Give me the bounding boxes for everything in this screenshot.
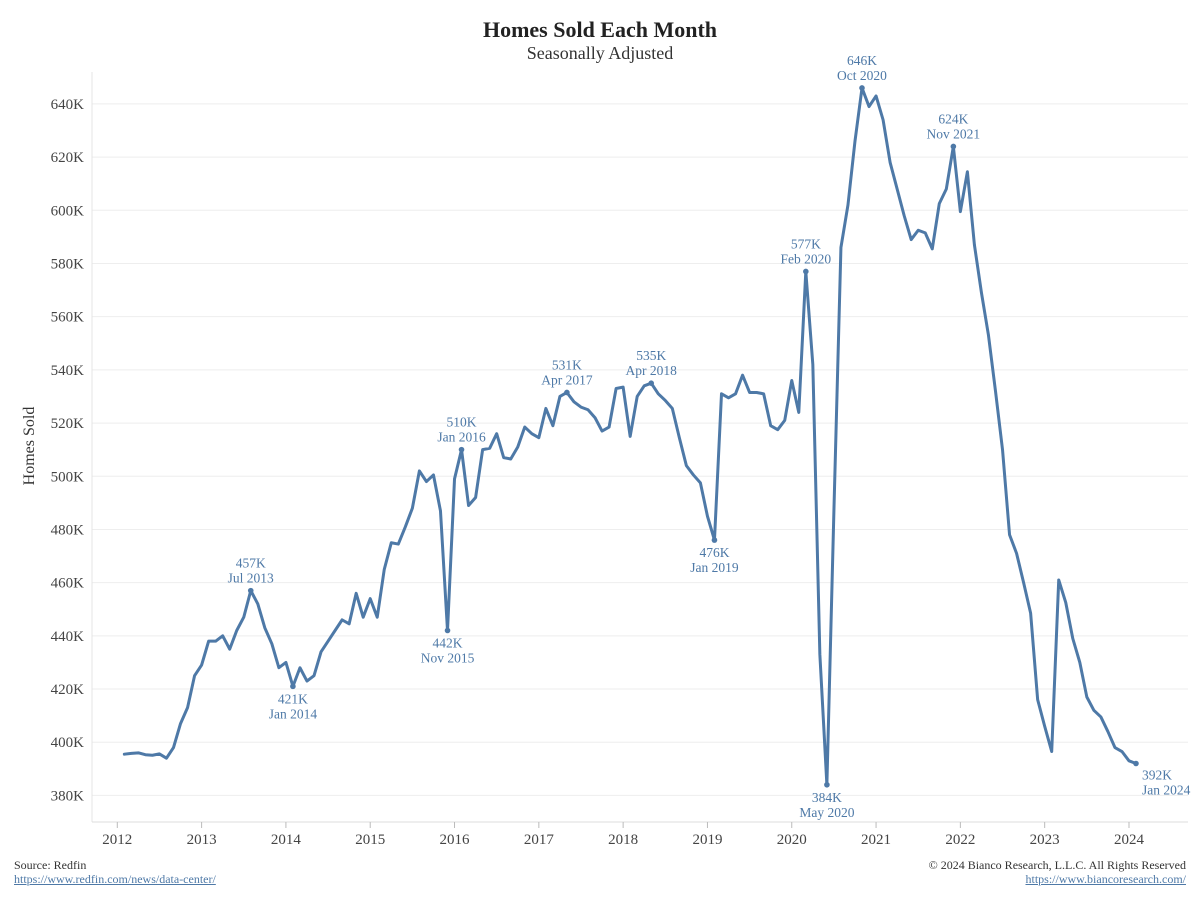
y-tick-label: 580K (51, 256, 85, 272)
site-link[interactable]: https://www.biancoresearch.com/ (1025, 872, 1186, 886)
annotation-marker (247, 587, 254, 594)
annotation-date: May 2020 (799, 805, 854, 820)
annotation-marker (950, 143, 957, 150)
annotation-value: 421K (278, 691, 308, 706)
annotation-value: 646K (847, 53, 877, 68)
y-tick-label: 520K (51, 416, 85, 432)
annotation-value: 457K (236, 556, 266, 571)
chart-subtitle: Seasonally Adjusted (527, 43, 674, 63)
annotation-marker (290, 683, 296, 690)
x-tick-label: 2021 (861, 832, 891, 848)
y-tick-label: 640K (51, 97, 85, 113)
y-tick-label: 380K (51, 788, 85, 804)
x-tick-label: 2023 (1030, 832, 1060, 848)
x-tick-label: 2020 (777, 832, 807, 848)
x-tick-label: 2022 (945, 832, 975, 848)
y-axis-label: Homes Sold (21, 407, 38, 486)
annotation-date: Apr 2018 (626, 363, 678, 378)
source-link[interactable]: https://www.redfin.com/news/data-center/ (14, 872, 216, 886)
annotation-date: Jan 2024 (1142, 782, 1191, 797)
y-tick-label: 500K (51, 469, 85, 485)
annotation-marker (648, 380, 655, 386)
source-label: Source: Redfin (14, 858, 87, 872)
x-tick-label: 2013 (187, 832, 217, 848)
annotation-date: Jul 2013 (228, 571, 274, 586)
x-tick-label: 2012 (102, 832, 132, 848)
x-tick-label: 2024 (1114, 832, 1145, 848)
x-tick-label: 2017 (524, 832, 555, 848)
annotation-date: Apr 2017 (541, 372, 593, 387)
annotation-date: Nov 2015 (421, 651, 475, 666)
annotation-marker (824, 781, 830, 788)
series-group (122, 86, 1138, 787)
annotation-value: 476K (699, 545, 729, 560)
annotation-marker (444, 627, 451, 634)
axes (91, 72, 1188, 828)
y-tick-label: 480K (51, 522, 85, 538)
source-note: Source: Redfin https://www.redfin.com/ne… (14, 858, 216, 886)
annotation-marker (1133, 760, 1139, 767)
chart-title: Homes Sold Each Month (483, 17, 717, 42)
annotation-date: Jan 2019 (690, 560, 739, 575)
annotation-value: 535K (636, 348, 666, 363)
y-tick-label: 420K (51, 682, 85, 698)
annotation-date: Jan 2016 (437, 430, 486, 445)
annotation-marker (711, 537, 718, 543)
y-tick-label: 620K (51, 150, 85, 166)
copyright-note: © 2024 Bianco Research, L.L.C. All Right… (929, 858, 1186, 886)
copyright-text: © 2024 Bianco Research, L.L.C. All Right… (928, 858, 1186, 872)
y-tick-labels: 380K 400K 420K 440K 460K 480K 500K 520K 540K 560K… (51, 97, 85, 804)
annotation-date: Oct 2020 (837, 68, 887, 83)
annotation-marker (564, 389, 570, 396)
y-tick-label: 440K (51, 629, 85, 645)
annotation-value: 531K (552, 357, 582, 372)
y-tick-label: 560K (51, 310, 85, 326)
x-tick-label: 2018 (608, 832, 638, 848)
annotation-date: Nov 2021 (927, 126, 981, 141)
annotation-marker (803, 268, 809, 275)
y-tick-label: 460K (51, 576, 85, 592)
annotation-value: 577K (791, 236, 821, 251)
annotation-value: 392K (1142, 767, 1172, 782)
annotation-marker (859, 85, 865, 91)
y-tick-label: 540K (51, 363, 85, 379)
y-tick-label: 600K (51, 203, 85, 219)
annotation-value: 384K (812, 790, 842, 805)
series-line (122, 86, 1138, 787)
annotation-value: 624K (938, 111, 968, 126)
x-tick-labels: 2012 2013 2014 2015 2016 2017 2018 2019 2020 2021… (102, 832, 1144, 848)
annotation-marker (458, 446, 465, 453)
x-tick-label: 2019 (692, 832, 722, 848)
x-tick-label: 2014 (271, 832, 302, 848)
x-tick-label: 2016 (440, 832, 471, 848)
annotation-value: 442K (433, 636, 463, 651)
annotation-date: Feb 2020 (781, 251, 832, 266)
annotation-date: Jan 2014 (269, 706, 318, 721)
gridlines (92, 103, 1188, 796)
x-tick-label: 2015 (355, 832, 385, 848)
y-tick-label: 400K (51, 735, 85, 751)
annotation-value: 510K (447, 415, 477, 430)
